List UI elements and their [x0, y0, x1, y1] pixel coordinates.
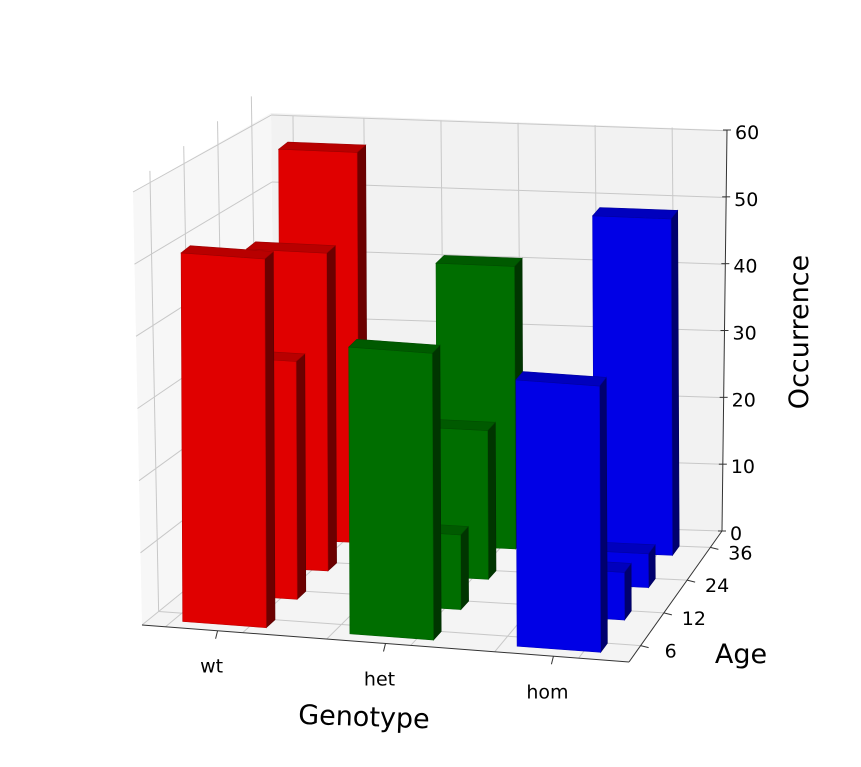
- bar-top-face: [515, 371, 607, 387]
- bar-hom-age-36: [591, 207, 680, 557]
- grid-line-left-z: [134, 181, 273, 265]
- x-tick-label: hom: [526, 681, 568, 703]
- tick-labels: wt het hom 612 24 360 10 20 30 40 50 60: [200, 122, 759, 703]
- age-tick-mark: [687, 579, 696, 583]
- age-tick-label: 6: [665, 641, 677, 663]
- grid-line-left-y: [149, 170, 160, 612]
- x-tick-label: het: [364, 669, 395, 691]
- bar-top-face: [348, 338, 441, 354]
- age-axis-label: Age: [715, 639, 767, 670]
- bar-front-face: [515, 379, 602, 653]
- bar-top-face: [435, 255, 523, 267]
- age-tick-label: 36: [728, 542, 752, 564]
- age-axis-line: [628, 530, 723, 663]
- x-tick-mark: [215, 630, 219, 639]
- bar-side-face: [295, 353, 307, 600]
- bars: [180, 141, 680, 654]
- bar-top-face: [245, 241, 336, 254]
- bar-het-age-6: [348, 338, 442, 641]
- bar-wt-age-6: [180, 245, 276, 629]
- z-tick-label: 10: [731, 456, 755, 478]
- age-tick-mark: [710, 546, 719, 550]
- x-tick-mark: [550, 656, 554, 665]
- grid-line-back-z: [271, 114, 727, 132]
- bar-side-face: [326, 245, 337, 572]
- z-axis-label: Occurrence: [784, 255, 815, 409]
- bar-hom-age-6: [515, 371, 608, 654]
- z-tick-label: 0: [730, 523, 742, 545]
- z-tick-label: 40: [733, 256, 757, 278]
- bar-top-face: [180, 245, 275, 260]
- bar-front-face: [180, 252, 267, 629]
- x-tick-label: wt: [200, 656, 223, 678]
- x-axis-label: Genotype: [298, 700, 430, 736]
- z-tick-label: 30: [733, 323, 757, 345]
- bar-front-face: [348, 346, 434, 641]
- bar-side-face: [624, 562, 632, 621]
- bar-top-face: [591, 207, 679, 220]
- grid-line-left-z: [132, 114, 272, 193]
- z-tick-label: 20: [732, 389, 756, 411]
- z-tick-label: 50: [734, 189, 758, 211]
- z-tick-label: 60: [735, 122, 759, 144]
- age-tick-label: 12: [682, 608, 706, 630]
- x-tick-mark: [383, 643, 386, 652]
- bar-side-face: [460, 525, 469, 611]
- age-tick-mark: [663, 612, 672, 616]
- bar-side-face: [487, 421, 497, 581]
- age-tick-label: 24: [705, 575, 729, 597]
- bar-top-face: [277, 141, 367, 153]
- age-tick-mark: [640, 645, 649, 649]
